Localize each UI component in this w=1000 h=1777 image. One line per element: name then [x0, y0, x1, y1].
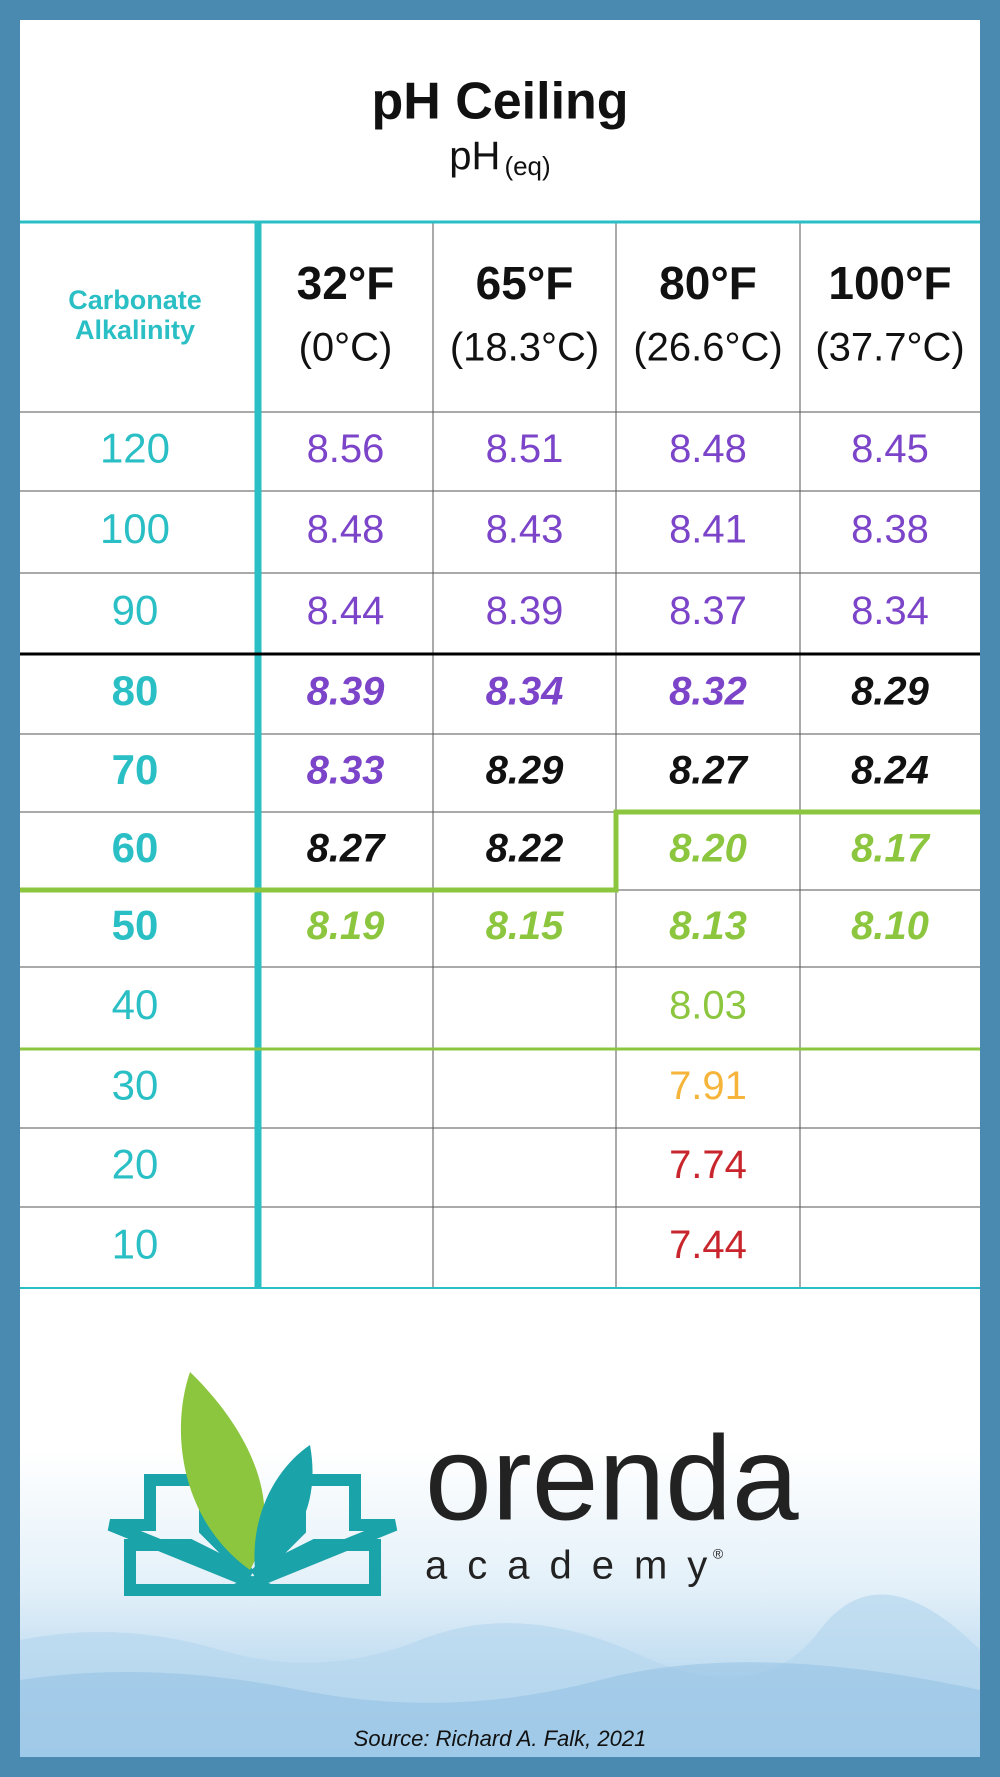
subtitle-main: pH [449, 134, 500, 178]
column-f: 100°F [828, 257, 951, 309]
column-f: 65°F [476, 257, 574, 309]
logo-tagline: academy [425, 1544, 727, 1588]
column-f: 80°F [659, 257, 757, 309]
alkalinity-label: 20 [112, 1141, 159, 1188]
ph-value: 8.13 [669, 904, 747, 948]
ph-value: 8.29 [851, 670, 930, 714]
ph-value: 8.56 [307, 427, 385, 471]
wave [20, 1662, 980, 1757]
green-divider [20, 809, 980, 893]
ph-value: 7.74 [669, 1143, 747, 1187]
ph-value: 8.20 [669, 827, 747, 871]
column-c: (0°C) [299, 326, 393, 370]
ph-value: 8.41 [669, 508, 747, 552]
ph-value: 8.10 [851, 904, 929, 948]
alkalinity-label: 10 [112, 1221, 159, 1268]
ph-value: 8.19 [307, 904, 386, 948]
ph-value: 8.39 [307, 670, 386, 714]
ph-value: 8.51 [486, 427, 564, 471]
book-right [232, 1474, 398, 1596]
column-c: (37.7°C) [815, 326, 964, 370]
logo-name: orenda [425, 1412, 799, 1546]
ph-value: 8.39 [486, 589, 564, 633]
leaf [254, 1445, 313, 1570]
subtitle-sub: (eq) [504, 151, 550, 181]
ph-value: 8.43 [486, 508, 564, 552]
alkalinity-label: 90 [112, 587, 159, 634]
subtitle: pH (eq) [449, 134, 550, 181]
ph-value: 8.34 [851, 589, 929, 633]
ph-value: 8.44 [307, 589, 385, 633]
logo-icon [107, 1372, 398, 1596]
alkalinity-label: 100 [100, 505, 170, 552]
alkalinity-label: 50 [112, 902, 159, 949]
book-left [107, 1474, 273, 1596]
corner-label: Carbonate [68, 285, 202, 315]
alkalinity-label: 30 [112, 1062, 159, 1109]
column-c: (26.6°C) [633, 326, 782, 370]
column-f: 32°F [297, 257, 395, 309]
ph-value: 8.48 [307, 508, 385, 552]
ph-value: 8.45 [851, 427, 929, 471]
alkalinity-label: 40 [112, 981, 159, 1028]
ph-value: 8.33 [307, 749, 385, 793]
ph-value: 8.17 [851, 827, 931, 871]
ph-value: 8.32 [669, 670, 747, 714]
logo-registered: ® [713, 1546, 724, 1562]
ph-value: 8.15 [486, 904, 565, 948]
title: pH Ceiling [371, 73, 628, 131]
corner-label: Alkalinity [75, 315, 195, 345]
source: Source: Richard A. Falk, 2021 [354, 1726, 647, 1751]
ph-value: 8.24 [851, 749, 929, 793]
column-c: (18.3°C) [450, 326, 599, 370]
ph-value: 8.37 [669, 589, 747, 633]
alkalinity-label: 120 [100, 425, 170, 472]
ph-value: 8.27 [307, 827, 387, 871]
ph-value: 8.03 [669, 984, 747, 1028]
ph-value: 8.27 [669, 749, 749, 793]
ph-value: 8.34 [486, 670, 564, 714]
alkalinity-label: 60 [112, 824, 159, 871]
ph-value: 7.44 [669, 1223, 747, 1267]
alkalinity-label: 80 [112, 667, 159, 714]
ph-value: 8.48 [669, 427, 747, 471]
ph-value: 8.29 [486, 749, 565, 793]
alkalinity-label: 70 [112, 746, 159, 793]
leaf [180, 1372, 265, 1570]
ph-value: 8.38 [851, 508, 929, 552]
ph-value: 8.22 [486, 827, 564, 871]
ph-value: 7.91 [669, 1064, 747, 1108]
